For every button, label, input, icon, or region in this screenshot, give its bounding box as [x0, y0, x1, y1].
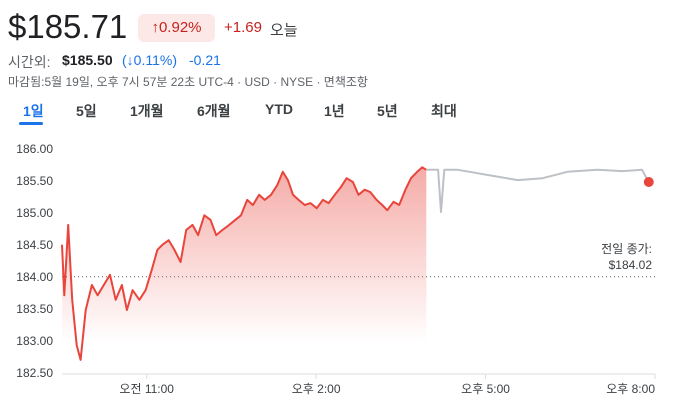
- y-tick-label: 183.00: [16, 334, 53, 348]
- x-tick-label: 오후 2:00: [292, 382, 341, 396]
- price: $185.71: [8, 8, 128, 45]
- change: +1.69: [224, 19, 262, 36]
- tab-underline: [19, 122, 43, 125]
- y-tick-label: 185.50: [16, 174, 53, 188]
- status[interactable]: 마감됨:5월 19일, 오후 7시 57분 22초 UTC-4 · USD · …: [8, 75, 368, 89]
- tab[interactable]: 1년: [324, 103, 345, 119]
- price-line: [61, 166, 427, 361]
- tab[interactable]: 1일: [23, 103, 44, 119]
- area: [62, 167, 427, 374]
- previous-close-label: 전일 종가:: [601, 242, 652, 256]
- tab[interactable]: 5년: [377, 103, 398, 119]
- tab[interactable]: 5일: [76, 103, 97, 119]
- x-tick-label: 오전 11:00: [119, 382, 174, 396]
- tab[interactable]: YTD: [265, 101, 293, 117]
- change-period: 오늘: [270, 22, 298, 39]
- x-tick-label: 오후 8:00: [606, 382, 655, 396]
- previous-close-value: $184.02: [609, 258, 653, 272]
- tab[interactable]: 1개월: [130, 103, 164, 119]
- y-tick-label: 183.50: [16, 302, 53, 316]
- y-tick-label: 182.50: [16, 366, 53, 380]
- after-hours-price: $185.50: [62, 52, 113, 68]
- after-hours-change-percent: (↓0.11%): [122, 52, 177, 68]
- y-tick-label: 185.00: [16, 206, 53, 220]
- x-tick-label: 오후 5:00: [461, 382, 510, 396]
- after-hours-label: 시간외:: [8, 54, 51, 70]
- tab[interactable]: 최대: [431, 103, 457, 119]
- price-line: [426, 168, 650, 214]
- tab[interactable]: 6개월: [197, 103, 231, 119]
- y-tick-label: 186.00: [16, 142, 53, 156]
- y-tick-label: 184.00: [16, 270, 53, 284]
- after-hours-change: -0.21: [189, 52, 221, 68]
- change-percent: ↑0.92%: [138, 14, 215, 42]
- y-tick-label: 184.50: [16, 238, 53, 252]
- end-marker: [643, 177, 654, 187]
